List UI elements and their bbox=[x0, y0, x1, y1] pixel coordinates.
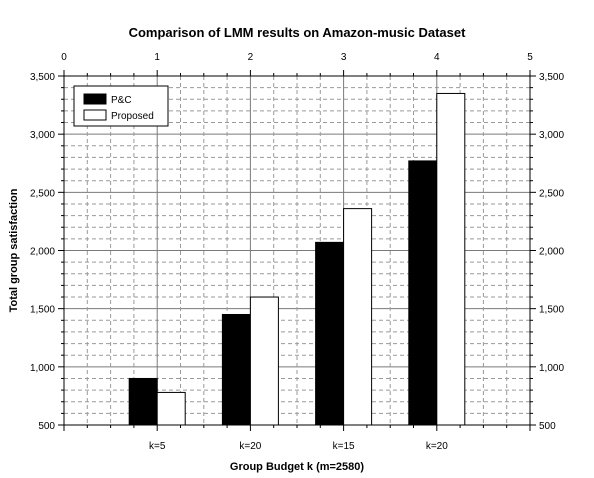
bar-pc-1 bbox=[128, 377, 158, 426]
bar-proposed-1 bbox=[156, 391, 186, 426]
bar-pc-3 bbox=[315, 241, 345, 426]
x-axis-title: Group Budget k (m=2580) bbox=[230, 461, 365, 473]
x-top-tick-label: 4 bbox=[434, 52, 440, 63]
y-axis-title: Total group satisfaction bbox=[8, 188, 20, 312]
y-tick-label-right: 2,000 bbox=[539, 247, 564, 258]
legend-label-proposed: Proposed bbox=[111, 111, 154, 122]
y-tick-label-left: 1,000 bbox=[30, 363, 55, 374]
axis-ticks bbox=[58, 70, 536, 431]
bar-proposed-4 bbox=[436, 92, 466, 426]
y-tick-label-left: 2,000 bbox=[30, 247, 55, 258]
x-category-label: k=20 bbox=[426, 441, 448, 452]
y-tick-label-right: 3,000 bbox=[539, 130, 564, 141]
x-category-label: k=5 bbox=[149, 441, 166, 452]
y-axis-right-labels: 500 1,000 1,500 2,000 2,500 3,000 3,500 bbox=[539, 72, 564, 432]
legend-swatch-proposed bbox=[83, 109, 107, 121]
x-top-tick-label: 2 bbox=[248, 52, 254, 63]
bar-proposed-2 bbox=[249, 296, 279, 426]
x-top-tick-label: 5 bbox=[527, 52, 533, 63]
y-tick-label-right: 3,500 bbox=[539, 72, 564, 83]
x-top-tick-label: 3 bbox=[341, 52, 347, 63]
x-axis-category-labels: k=5 k=20 k=15 k=20 bbox=[149, 441, 448, 452]
x-top-tick-label: 1 bbox=[154, 52, 160, 63]
x-top-tick-label: 0 bbox=[61, 52, 67, 63]
y-tick-label-left: 500 bbox=[38, 421, 55, 432]
bar-pc-2 bbox=[221, 313, 251, 426]
y-tick-label-right: 2,500 bbox=[539, 188, 564, 199]
y-tick-label-right: 1,500 bbox=[539, 305, 564, 316]
y-tick-label-left: 1,500 bbox=[30, 305, 55, 316]
legend: P&C Proposed bbox=[73, 85, 169, 127]
x-axis-top-labels: 0 1 2 3 4 5 bbox=[61, 52, 533, 63]
y-tick-label-right: 1,000 bbox=[539, 363, 564, 374]
bar-pc-4 bbox=[408, 160, 438, 426]
bar-proposed-3 bbox=[343, 208, 373, 426]
chart-title: Comparison of LMM results on Amazon-musi… bbox=[129, 25, 467, 40]
y-tick-label-left: 3,500 bbox=[30, 72, 55, 83]
y-axis-left-labels: 500 1,000 1,500 2,000 2,500 3,000 3,500 bbox=[30, 72, 55, 432]
y-tick-label-right: 500 bbox=[539, 421, 556, 432]
y-tick-label-left: 2,500 bbox=[30, 188, 55, 199]
x-category-label: k=15 bbox=[333, 441, 355, 452]
x-category-label: k=20 bbox=[239, 441, 261, 452]
legend-label-pc: P&C bbox=[111, 95, 132, 106]
legend-swatch-pc bbox=[83, 93, 107, 105]
y-tick-label-left: 3,000 bbox=[30, 130, 55, 141]
